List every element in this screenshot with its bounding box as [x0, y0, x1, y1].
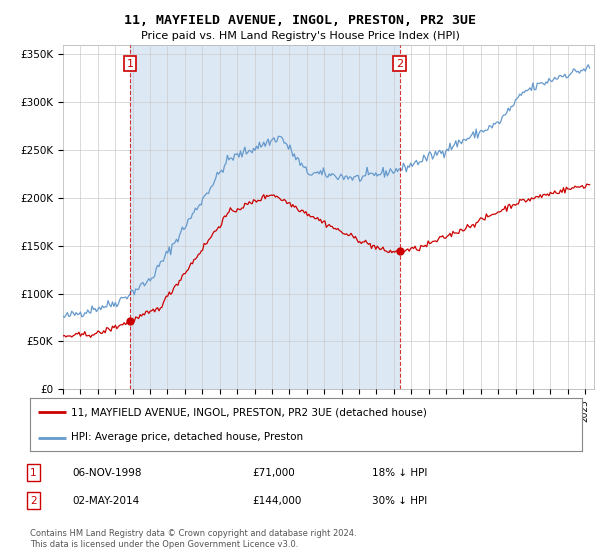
- Text: 11, MAYFIELD AVENUE, INGOL, PRESTON, PR2 3UE (detached house): 11, MAYFIELD AVENUE, INGOL, PRESTON, PR2…: [71, 408, 427, 418]
- Text: HPI: Average price, detached house, Preston: HPI: Average price, detached house, Pres…: [71, 432, 304, 442]
- Text: Price paid vs. HM Land Registry's House Price Index (HPI): Price paid vs. HM Land Registry's House …: [140, 31, 460, 41]
- Text: Contains HM Land Registry data © Crown copyright and database right 2024.
This d: Contains HM Land Registry data © Crown c…: [30, 529, 356, 549]
- Text: 06-NOV-1998: 06-NOV-1998: [72, 468, 142, 478]
- Text: £144,000: £144,000: [252, 496, 301, 506]
- Text: 1: 1: [127, 59, 134, 68]
- Text: 30% ↓ HPI: 30% ↓ HPI: [372, 496, 427, 506]
- Text: 2: 2: [30, 496, 37, 506]
- Text: 11, MAYFIELD AVENUE, INGOL, PRESTON, PR2 3UE: 11, MAYFIELD AVENUE, INGOL, PRESTON, PR2…: [124, 14, 476, 27]
- Text: 1: 1: [30, 468, 37, 478]
- Text: £71,000: £71,000: [252, 468, 295, 478]
- Text: 02-MAY-2014: 02-MAY-2014: [72, 496, 139, 506]
- Text: 18% ↓ HPI: 18% ↓ HPI: [372, 468, 427, 478]
- Text: 2: 2: [396, 59, 403, 68]
- Bar: [130, 45, 400, 389]
